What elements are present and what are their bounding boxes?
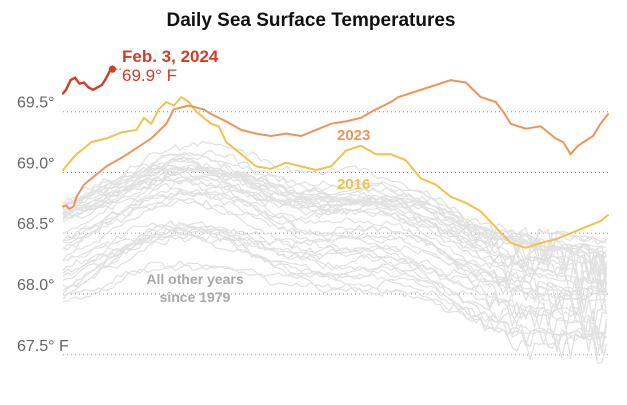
highlight-value-label: 69.9° F — [122, 66, 177, 85]
other-year-line — [62, 189, 607, 311]
series-line-2024 — [61, 68, 114, 95]
other-year-line — [62, 198, 607, 341]
other-years-lines — [62, 140, 608, 364]
y-tick-label: 69.0° — [17, 155, 55, 172]
other-years-label-line2: since 1979 — [160, 289, 231, 305]
series-label-2023: 2023 — [337, 127, 370, 144]
other-years-label-line1: All other years — [146, 271, 243, 287]
other-year-line — [62, 189, 607, 315]
other-year-line — [62, 231, 608, 364]
other-year-line — [62, 140, 607, 278]
series-label-2016: 2016 — [337, 176, 370, 193]
series-line-2023 — [62, 79, 609, 210]
other-year-line — [62, 170, 607, 280]
y-tick-label: 68.0° — [17, 277, 55, 294]
y-tick-label: 67.5° F — [17, 338, 69, 355]
other-year-line — [62, 166, 607, 254]
other-year-line — [62, 178, 607, 314]
other-year-line — [62, 233, 608, 348]
other-year-line — [62, 260, 607, 353]
other-year-line — [62, 176, 608, 311]
other-year-line — [62, 191, 608, 315]
chart-title: Daily Sea Surface Temperatures — [166, 10, 455, 31]
highlight-point — [108, 65, 117, 73]
highlight-date-label: Feb. 3, 2024 — [122, 47, 219, 66]
other-year-line — [62, 157, 607, 251]
other-year-line — [62, 227, 607, 348]
y-tick-label: 68.5° — [17, 216, 55, 233]
series-line-2016 — [62, 96, 609, 249]
highlight-series — [61, 65, 609, 249]
other-year-line — [62, 225, 607, 323]
y-tick-label: 69.5° — [17, 95, 55, 112]
other-year-line — [62, 164, 607, 268]
other-year-line — [62, 173, 608, 285]
other-year-line — [62, 187, 607, 303]
y-axis: 69.5° 69.0° 68.5° 68.0° 67.5° F — [17, 95, 69, 355]
